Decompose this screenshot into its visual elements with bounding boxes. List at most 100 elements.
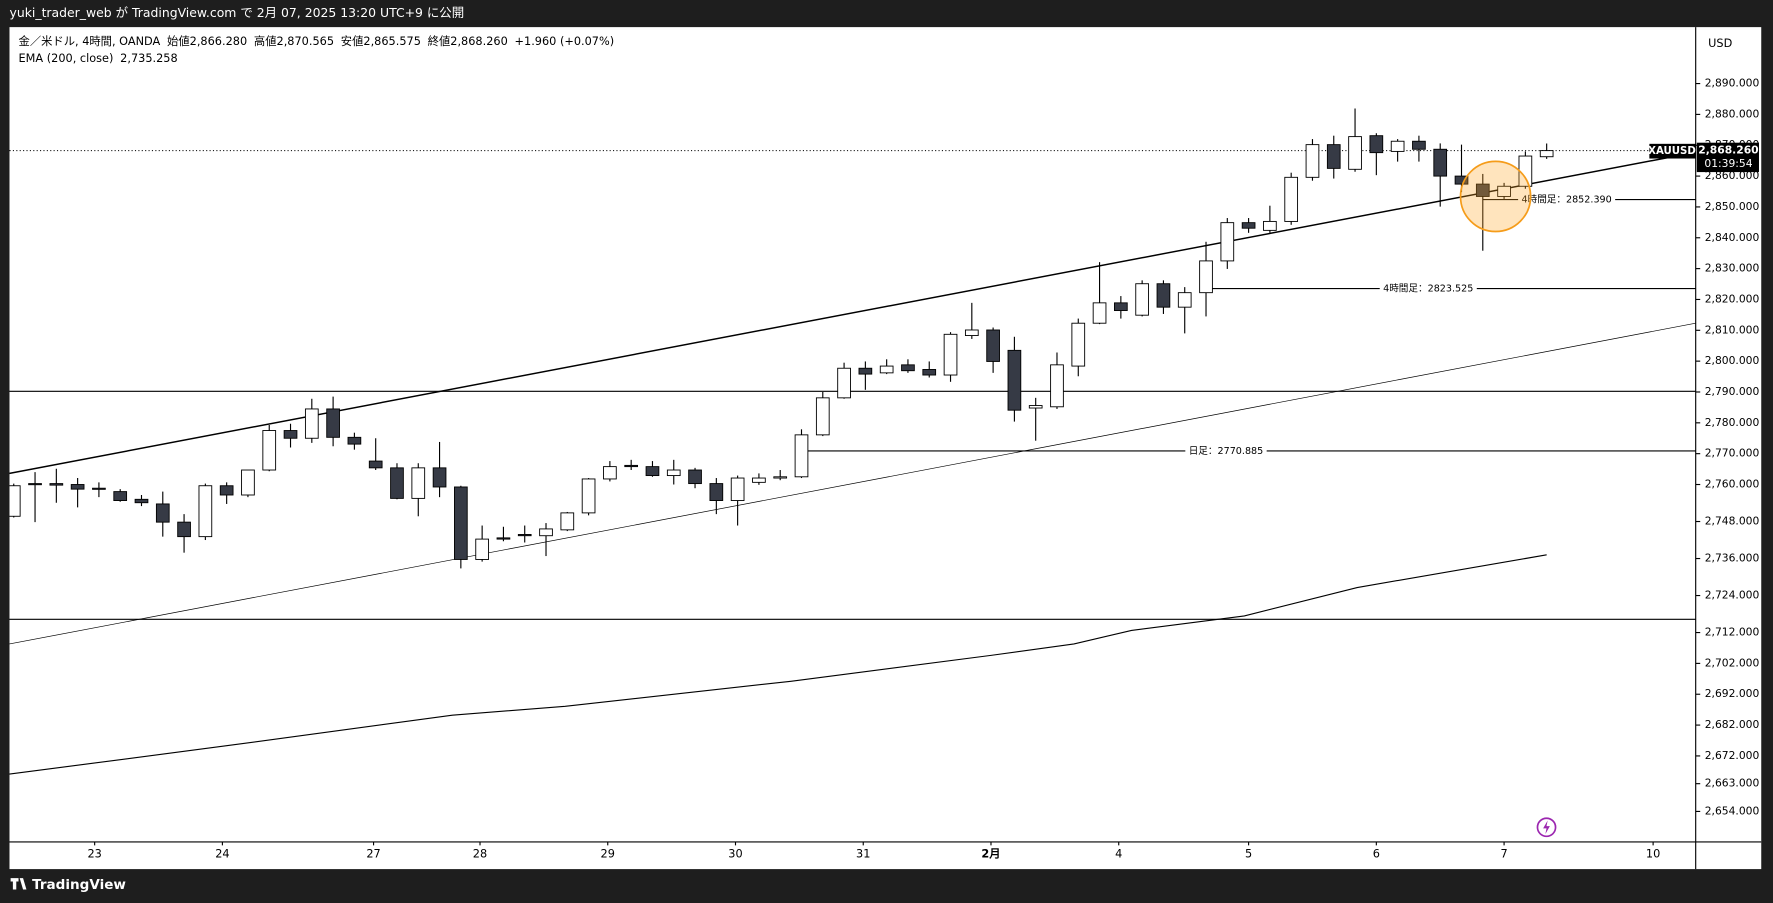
candle-body (517, 534, 532, 537)
candle-body (922, 369, 937, 376)
legend-ohlc: 安値2,865.575 (341, 34, 421, 48)
candle-body (858, 367, 873, 375)
x-tick-label: 27 (366, 847, 380, 860)
trendline (9, 322, 1696, 645)
candle-body (1050, 364, 1064, 408)
candle-body (432, 467, 447, 488)
candle-body (1220, 222, 1235, 262)
candle-body (1177, 292, 1192, 308)
candle-body (1539, 150, 1554, 158)
candle-body (1114, 302, 1128, 312)
x-tick-label: 2月 (981, 847, 1000, 860)
y-tick-label: 2,840.000 (1705, 231, 1760, 244)
plot-area: 日足：2770.885 4時間足：2823.525 4時間足：2852.390 (9, 108, 1696, 775)
candle-body (1263, 220, 1277, 231)
x-tick-label: 28 (473, 847, 487, 860)
x-tick-label: 7 (1500, 847, 1507, 860)
price-tag-symbol: XAUUSD (1648, 146, 1696, 157)
candle-body (368, 460, 383, 469)
x-tick-label: 4 (1115, 847, 1122, 860)
candle-body (1092, 302, 1107, 324)
candle-body (1007, 349, 1022, 411)
candle-body (1199, 260, 1213, 294)
legend-change: +1.960 (+0.07%) (515, 35, 615, 48)
legend-ema-value: 2,735.258 (120, 52, 178, 65)
y-tick-label: 2,654.000 (1705, 804, 1760, 817)
legend-ohlc: 終値2,868.260 (428, 34, 508, 48)
y-tick-label: 2,672.000 (1705, 749, 1760, 762)
y-tick-label: 2,682.000 (1705, 718, 1760, 731)
candle-body (177, 521, 191, 538)
x-tick-label: 5 (1245, 847, 1252, 860)
legend-ohlc: 高値2,870.565 (254, 34, 334, 48)
y-tick-label: 2,780.000 (1705, 416, 1760, 429)
y-tick-label: 2,724.000 (1705, 589, 1760, 602)
y-tick-label: 2,890.000 (1705, 77, 1760, 90)
candle-body (581, 478, 596, 514)
trendline (9, 151, 1696, 475)
candle-body (1241, 222, 1256, 229)
candle-body (709, 483, 724, 502)
candle-body (283, 430, 298, 439)
top-bar-text: yuki_trader_web が TradingView.com で 2月 0… (9, 5, 464, 20)
candle-body (454, 486, 468, 560)
legend-ohlc: 始値2,866.280 (167, 34, 247, 48)
legend-symbol: 金／米ドル, 4時間, OANDA (19, 34, 161, 48)
candle-body (219, 485, 234, 496)
candle-body (475, 538, 489, 560)
candle-body (347, 436, 362, 445)
candle-body (70, 484, 85, 490)
legend-ema: EMA (200, close) (19, 52, 114, 65)
candle-body (326, 408, 340, 438)
candle-body (92, 487, 106, 490)
ema-line (9, 554, 1547, 775)
candle-body (560, 512, 575, 531)
candle-body (1028, 405, 1043, 409)
candle-body (1433, 148, 1448, 177)
x-tick-label: 23 (87, 847, 101, 860)
candle-body (1348, 136, 1362, 170)
candle-body (9, 485, 21, 517)
y-tick-label: 2,712.000 (1705, 626, 1760, 639)
y-tick-label: 2,790.000 (1705, 385, 1760, 398)
y-tick-label: 2,810.000 (1705, 323, 1760, 336)
tv-logo (10, 878, 27, 890)
candle-body (943, 333, 958, 376)
y-tick-label: 2,880.000 (1705, 107, 1760, 120)
y-tick-label: 2,820.000 (1705, 292, 1760, 305)
legend: 金／米ドル, 4時間, OANDA EMA (200, close) 2,735… (19, 34, 615, 65)
candle-body (645, 466, 660, 477)
candle-body (794, 434, 809, 478)
currency[interactable]: USD (1708, 37, 1732, 50)
chart-panel (9, 27, 1762, 870)
level-label: 4時間足：2823.525 (1383, 284, 1473, 295)
candle-body (496, 537, 511, 540)
candle-body (49, 483, 64, 486)
y-tick-label: 2,760.000 (1705, 478, 1760, 491)
candle-body (304, 408, 319, 439)
x-tick-label: 6 (1373, 847, 1380, 860)
y-tick-label: 2,850.000 (1705, 200, 1760, 213)
y-tick-label: 2,663.000 (1705, 777, 1760, 790)
candle-body (815, 397, 830, 436)
x-tick-label: 30 (728, 847, 742, 860)
y-tick-label: 2,800.000 (1705, 354, 1760, 367)
x-tick-label: 29 (601, 847, 615, 860)
plot: 2,890.0002,880.0002,870.0002,860.0002,85… (9, 77, 1760, 860)
x-tick-label: 10 (1646, 847, 1660, 860)
y-tick-label: 2,692.000 (1705, 687, 1760, 700)
candle-body (198, 485, 213, 538)
y-tick-label: 2,748.000 (1705, 515, 1760, 528)
highlight (1459, 160, 1532, 233)
candle-body (688, 469, 702, 485)
level-label: 4時間足：2852.390 (1522, 195, 1612, 206)
price-tag-value: 2,868.260 (1698, 144, 1758, 157)
level-label: 日足：2770.885 (1189, 446, 1264, 457)
replay-icon[interactable] (1536, 817, 1557, 838)
footer-brand: TradingView (32, 877, 126, 893)
candle-body (390, 467, 404, 499)
candle-body (1475, 183, 1490, 197)
x-tick-label: 31 (856, 847, 870, 860)
candle-body (773, 476, 788, 479)
